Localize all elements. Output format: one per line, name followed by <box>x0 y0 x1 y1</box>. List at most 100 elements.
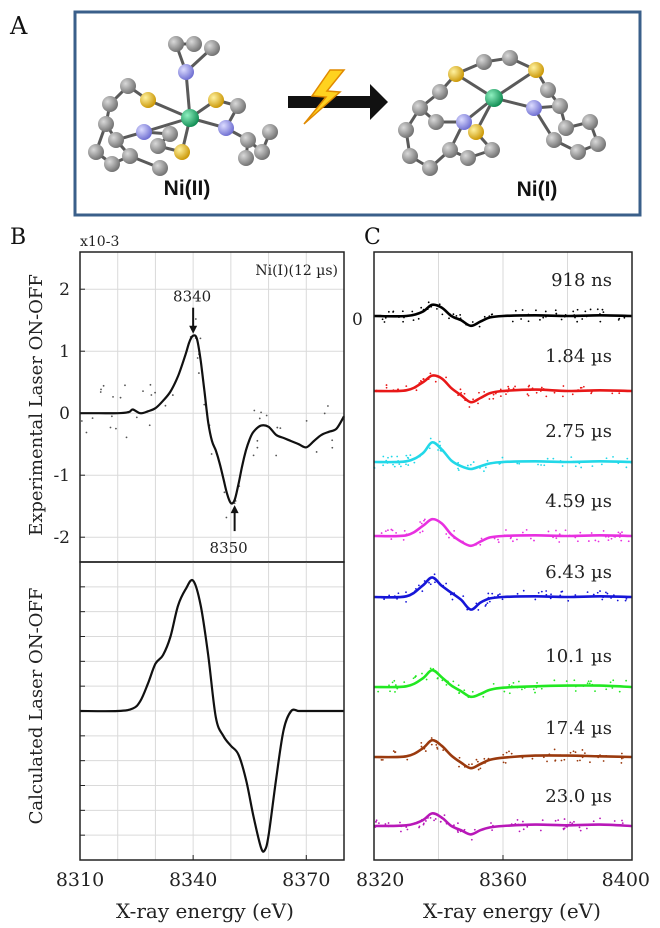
carbon-atom <box>398 122 414 138</box>
x-tick-label: 8340 <box>169 869 217 891</box>
data-point <box>112 395 114 398</box>
data-point <box>479 543 482 546</box>
annotation-arrowhead <box>230 505 239 514</box>
data-point <box>394 691 396 693</box>
data-point <box>438 440 441 443</box>
data-point <box>430 737 433 739</box>
data-point <box>406 456 409 459</box>
data-point <box>492 397 495 400</box>
data-point <box>501 598 504 601</box>
carbon-atom <box>98 116 114 132</box>
data-point <box>436 746 438 749</box>
data-point <box>532 688 535 691</box>
data-point <box>478 325 481 328</box>
data-point <box>597 540 600 543</box>
data-point <box>421 590 424 593</box>
data-point <box>457 831 460 834</box>
data-point <box>439 820 442 823</box>
data-point <box>594 690 596 693</box>
data-point <box>448 536 450 539</box>
data-point <box>558 541 561 543</box>
data-point <box>331 439 334 442</box>
data-point <box>468 406 471 408</box>
data-point <box>276 426 279 429</box>
data-point <box>497 594 500 596</box>
data-point <box>582 385 585 388</box>
molecule-ni-i <box>398 50 606 176</box>
data-point <box>512 681 515 684</box>
series-label: 6.43 µs <box>545 562 612 583</box>
data-point <box>383 321 386 323</box>
data-point <box>457 467 459 470</box>
series-label: 4.59 µs <box>545 491 612 512</box>
data-point <box>537 463 539 466</box>
annotation-arrowhead <box>189 325 198 334</box>
data-point <box>387 310 390 313</box>
data-point <box>497 541 500 544</box>
sulfur-atom <box>140 92 156 108</box>
carbon-atom <box>102 96 118 112</box>
data-point <box>463 828 466 831</box>
data-point <box>578 826 581 829</box>
data-point <box>400 465 402 468</box>
data-point <box>535 309 537 312</box>
data-point <box>618 317 621 320</box>
data-point <box>429 372 432 375</box>
carbon-atom <box>546 132 562 148</box>
data-point <box>428 447 431 450</box>
nickel-atom <box>181 109 199 127</box>
nitrogen-atom <box>526 100 542 116</box>
data-point <box>421 530 424 533</box>
data-point <box>457 684 460 687</box>
data-point <box>419 521 422 523</box>
data-point <box>576 320 579 323</box>
data-point <box>405 463 407 466</box>
data-point <box>451 598 454 601</box>
data-point <box>602 311 605 313</box>
data-point <box>572 750 575 753</box>
nickel-atom <box>485 89 503 107</box>
data-point <box>624 599 627 602</box>
data-point <box>388 684 390 687</box>
data-point <box>385 386 388 389</box>
data-point <box>483 757 486 760</box>
data-point <box>511 320 514 323</box>
data-point <box>560 590 563 593</box>
carbon-atom <box>238 150 254 166</box>
series-line <box>373 517 633 548</box>
data-point <box>420 741 423 744</box>
data-point <box>596 591 599 594</box>
data-point <box>457 469 460 471</box>
data-point <box>381 758 384 761</box>
data-point <box>417 584 420 587</box>
panel-label-c: C <box>364 225 381 250</box>
data-point <box>567 599 570 602</box>
data-point <box>572 310 575 313</box>
data-point <box>540 386 543 389</box>
series-line <box>80 334 345 505</box>
data-point <box>149 383 152 386</box>
carbon-atom <box>254 144 270 160</box>
data-point <box>492 393 495 396</box>
carbon-atom <box>412 100 428 116</box>
data-point <box>522 828 525 831</box>
data-point <box>480 537 483 540</box>
data-point <box>392 750 395 752</box>
data-point <box>540 590 543 593</box>
data-point <box>563 818 566 820</box>
data-point <box>256 439 259 442</box>
data-point <box>315 451 318 453</box>
nitrogen-atom <box>178 64 194 80</box>
data-point <box>533 539 535 542</box>
data-point <box>463 392 466 395</box>
data-point <box>620 757 623 760</box>
data-point <box>488 600 491 603</box>
data-point <box>471 690 474 693</box>
data-point <box>518 830 521 833</box>
data-point <box>436 677 439 679</box>
data-point <box>619 532 622 535</box>
data-point <box>275 454 278 457</box>
data-point <box>553 679 556 682</box>
data-point <box>521 820 524 823</box>
data-point <box>498 593 501 596</box>
